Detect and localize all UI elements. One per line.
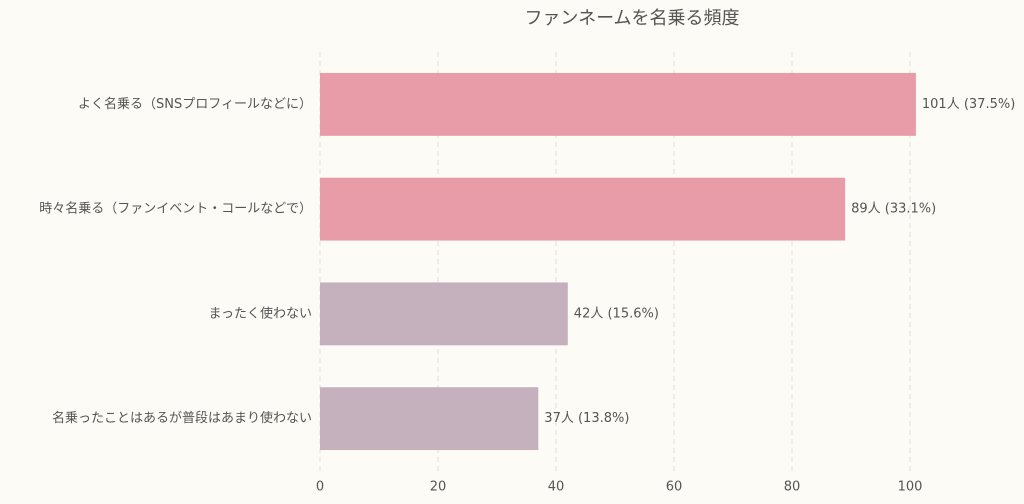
y-tick-label: 名乗ったことはあるが普段はあまり使わない [52,410,312,426]
x-tick-label: 60 [666,480,683,495]
bar [320,72,916,136]
x-tick-label: 0 [316,480,324,495]
bar [320,282,568,346]
bar [320,177,846,241]
value-label: 37人 (13.8%) [544,411,629,426]
y-tick-label: まったく使わない [209,305,312,321]
x-tick-label: 80 [784,480,801,495]
x-tick-label: 100 [898,480,923,495]
y-tick-label: 時々名乗る（ファンイベント・コールなどで） [39,201,312,217]
chart-title: ファンネームを名乗る頻度 [524,8,739,29]
value-label: 101人 (37.5%) [922,97,1015,112]
y-tick-label: よく名乗る（SNSプロフィールなどに） [78,96,312,112]
value-label: 42人 (15.6%) [574,306,659,321]
bar [320,387,539,451]
value-label: 89人 (33.1%) [851,202,936,217]
x-tick-label: 40 [548,480,565,495]
x-tick-label: 20 [430,480,447,495]
